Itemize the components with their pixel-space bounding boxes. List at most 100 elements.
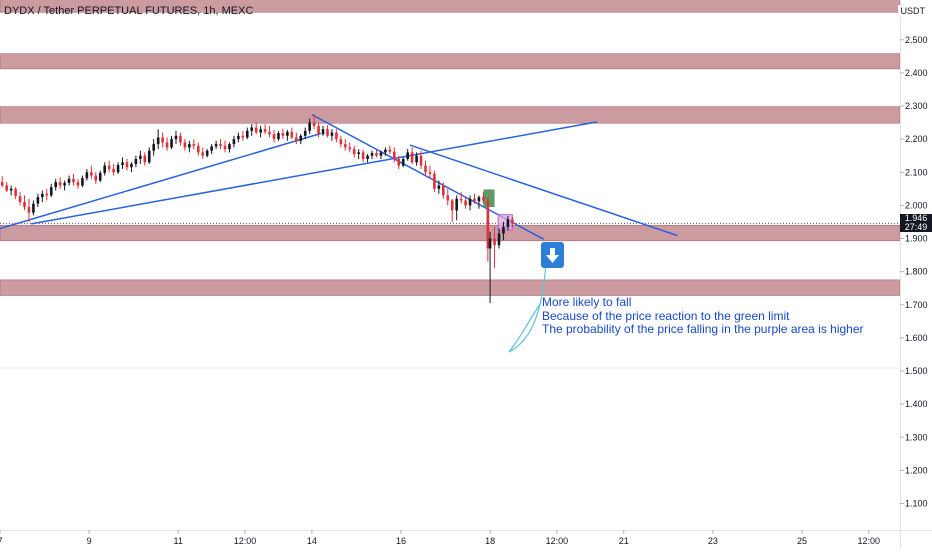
candle-body: [143, 155, 147, 163]
candle-body: [152, 144, 156, 151]
y-tick-label: 1.900: [905, 234, 928, 244]
candle-body: [294, 137, 298, 141]
candle-body: [81, 178, 84, 186]
candle-body: [424, 165, 427, 173]
candle-body: [98, 172, 102, 181]
candle-body: [433, 173, 436, 189]
candle-body: [179, 135, 182, 143]
candle-body: [125, 162, 129, 168]
candle-body: [303, 130, 307, 136]
annotation-text: More likely to fall Because of the price…: [542, 295, 864, 337]
candle-body: [308, 122, 311, 131]
candle-body: [486, 200, 490, 249]
candle-body: [317, 125, 320, 135]
candle-body: [76, 182, 80, 186]
purple-area-box[interactable]: [497, 214, 513, 231]
candle-body: [272, 134, 276, 140]
candle-body: [268, 131, 271, 135]
trendline[interactable]: [409, 144, 678, 237]
candle-body: [14, 188, 17, 197]
quote-currency-label: USDT: [897, 5, 928, 17]
candle-body: [393, 151, 396, 159]
candle-body: [343, 144, 347, 148]
candle-body: [241, 135, 245, 138]
y-tick-label: 1.500: [905, 366, 928, 376]
candle-body: [321, 129, 325, 135]
arrow-down-icon: [546, 248, 559, 263]
y-tick-label: 2.200: [905, 134, 928, 144]
candle-body: [214, 144, 218, 147]
candle-body: [511, 219, 514, 224]
candle-body: [223, 145, 227, 150]
candle-body: [446, 195, 450, 201]
y-tick-label: 2.500: [905, 35, 928, 45]
candle-body: [482, 197, 485, 201]
candle-body: [410, 152, 414, 163]
x-tick-label: 23: [708, 536, 718, 546]
candle-body: [63, 182, 66, 186]
candle-body: [299, 135, 303, 141]
candle-body: [397, 159, 401, 166]
candle-body: [259, 129, 262, 133]
trendline[interactable]: [31, 121, 598, 225]
x-tick-label: 16: [396, 536, 406, 546]
candle-body: [370, 153, 374, 156]
candle-body: [361, 152, 365, 159]
candle-body: [94, 175, 98, 181]
candle-body: [174, 135, 178, 140]
resistance-support-zone[interactable]: [0, 224, 901, 242]
y-tick-label: 2.100: [905, 167, 928, 177]
candle-body: [415, 155, 418, 163]
candle-body: [72, 178, 75, 183]
current-price-tag: 1.946 27:49: [900, 213, 932, 233]
candle-body: [477, 197, 481, 202]
trendline[interactable]: [0, 132, 322, 230]
candle-body: [384, 149, 387, 153]
candle-body: [49, 187, 53, 196]
candle-body: [32, 203, 35, 213]
x-tick-label: 12:00: [546, 536, 569, 546]
candle-body: [27, 207, 31, 213]
candle-body: [339, 139, 343, 145]
candle-body: [116, 164, 120, 173]
y-tick-label: 1.800: [905, 267, 928, 277]
candle-body: [41, 193, 44, 198]
y-tick-label: 1.100: [905, 499, 928, 509]
x-tick-label: 7: [0, 536, 3, 546]
x-tick-label: 9: [87, 536, 92, 546]
candle-body: [5, 185, 8, 191]
annotation-line-1: More likely to fall: [542, 295, 632, 309]
candle-body: [54, 182, 57, 188]
candle-body: [232, 139, 236, 145]
candle-body: [290, 131, 294, 138]
candle-body: [357, 152, 360, 155]
candle-body: [459, 198, 463, 201]
candle-body: [401, 159, 405, 166]
candle-body: [330, 132, 334, 136]
candle-body: [450, 200, 454, 211]
candle-body: [219, 144, 222, 146]
x-tick-label: 21: [619, 536, 629, 546]
candle-body: [326, 129, 329, 136]
candle-body: [18, 196, 22, 203]
resistance-support-zone[interactable]: [0, 279, 901, 296]
annotation-line-2: Because of the price reaction to the gre…: [542, 308, 790, 323]
current-price-value: 1.946: [904, 213, 928, 224]
x-tick-label: 25: [797, 536, 807, 546]
resistance-support-zone[interactable]: [0, 106, 901, 124]
candle-body: [196, 145, 200, 153]
y-tick-label: 1.700: [905, 300, 928, 310]
candle-countdown: 27:49: [904, 222, 928, 233]
candle-body: [188, 144, 191, 148]
candle-body: [147, 150, 151, 163]
candle-body: [473, 198, 476, 202]
resistance-support-zone[interactable]: [0, 53, 901, 70]
candle-body: [442, 185, 445, 196]
green-limit-box[interactable]: [483, 189, 495, 208]
candle-body: [112, 168, 115, 173]
candle-body: [263, 129, 267, 132]
candle-body: [156, 137, 160, 145]
candle-body: [161, 137, 164, 143]
